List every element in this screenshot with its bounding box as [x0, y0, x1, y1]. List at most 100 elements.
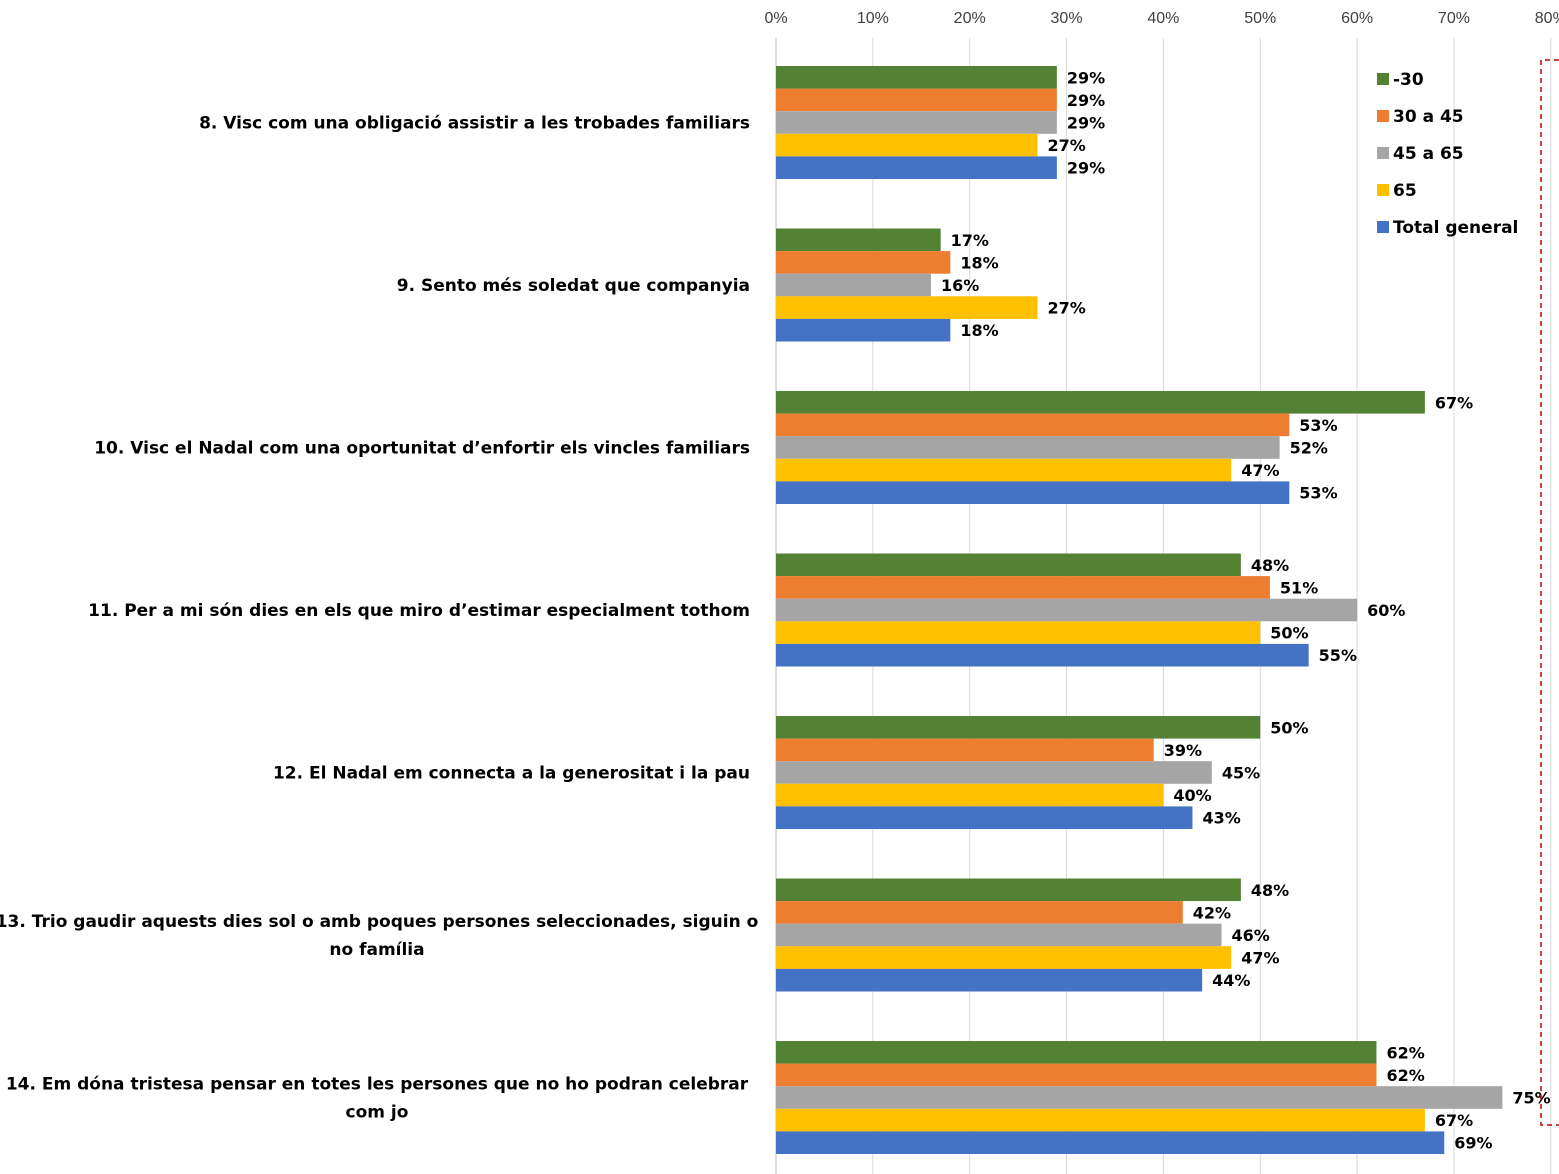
- x-tick-label: 0%: [764, 10, 787, 27]
- bar: [776, 923, 1222, 947]
- bar: [776, 156, 1057, 179]
- category-label: 10. Visc el Nadal com una oportunitat d’…: [94, 439, 750, 459]
- bar: [776, 88, 1057, 112]
- data-labels: 29% 29% 29% 27% 29% 17% 18% 16% 27% 18% 67% 53% 52% 4…: [941, 68, 1551, 1152]
- data-label: 27%: [1047, 136, 1085, 155]
- legend-swatch: [1377, 147, 1389, 159]
- bar: [776, 1041, 1377, 1064]
- category-label: com jo: [346, 1103, 409, 1123]
- category-label: 9. Sento més soledat que companyia: [397, 276, 750, 296]
- legend-label: 65: [1393, 181, 1417, 201]
- legend-label: 45 a 65: [1393, 144, 1464, 164]
- x-tick-label: 60%: [1341, 10, 1373, 27]
- data-label: 29%: [1067, 68, 1105, 87]
- data-label: 48%: [1251, 556, 1289, 575]
- x-tick-label: 10%: [857, 10, 889, 27]
- bar: [776, 738, 1154, 762]
- bar: [776, 1063, 1377, 1087]
- data-label: 39%: [1164, 741, 1202, 760]
- data-label: 67%: [1435, 393, 1473, 412]
- bar: [776, 878, 1241, 902]
- category-label: 14. Em dóna tristesa pensar en totes les…: [6, 1075, 749, 1095]
- data-label: 27%: [1047, 299, 1085, 318]
- bar: [776, 968, 1203, 992]
- bar: [776, 1131, 1445, 1154]
- x-tick-label: 30%: [1051, 10, 1083, 27]
- bar: [776, 133, 1038, 157]
- bar: [776, 1108, 1425, 1132]
- data-label: 50%: [1270, 624, 1308, 643]
- data-label: 62%: [1386, 1066, 1424, 1085]
- data-label: 18%: [960, 253, 998, 272]
- legend-label: -30: [1393, 70, 1424, 90]
- data-label: 60%: [1367, 601, 1405, 620]
- x-tick-label: 50%: [1244, 10, 1276, 27]
- legend-swatch: [1377, 221, 1389, 233]
- x-axis-ticks: 0% 10% 20% 30% 40% 50% 60% 70% 80%: [764, 10, 1559, 27]
- category-label: 12. El Nadal em connecta a la generosita…: [273, 764, 750, 784]
- data-label: 52%: [1290, 439, 1328, 458]
- data-label: 42%: [1193, 903, 1231, 922]
- legend-label: Total general: [1393, 218, 1518, 238]
- bar: [776, 481, 1290, 504]
- legend: -30 30 a 45 45 a 65 65 Total general: [1377, 70, 1518, 238]
- data-label: 40%: [1173, 786, 1211, 805]
- data-label: 67%: [1435, 1111, 1473, 1130]
- legend-swatch: [1377, 184, 1389, 196]
- bar: [776, 458, 1232, 482]
- bar: [776, 621, 1261, 644]
- data-label: 16%: [941, 276, 979, 295]
- category-label: 13. Trio gaudir aquests dies sol o amb p…: [0, 912, 758, 932]
- bars: [776, 66, 1503, 1154]
- data-label: 51%: [1280, 578, 1318, 597]
- bar: [776, 251, 951, 274]
- category-label: no família: [329, 940, 424, 960]
- x-tick-label: 70%: [1438, 10, 1470, 27]
- data-label: 44%: [1212, 971, 1250, 990]
- bar: [776, 716, 1261, 739]
- bar: [776, 761, 1212, 784]
- bar: [776, 318, 951, 342]
- bar: [776, 296, 1038, 319]
- decorations: [1540, 59, 1559, 1126]
- bar: [776, 598, 1358, 622]
- data-label: 43%: [1202, 809, 1240, 828]
- data-label: 17%: [951, 231, 989, 250]
- bar: [776, 806, 1193, 829]
- data-label: 29%: [1067, 159, 1105, 178]
- x-tick-label: 20%: [954, 10, 986, 27]
- legend-swatch: [1377, 73, 1389, 85]
- bar: [776, 553, 1241, 577]
- data-label: 75%: [1512, 1089, 1550, 1108]
- data-label: 29%: [1067, 91, 1105, 110]
- bar: [776, 111, 1057, 134]
- data-label: 48%: [1251, 881, 1289, 900]
- bar: [776, 228, 941, 252]
- data-label: 29%: [1067, 114, 1105, 133]
- data-label: 46%: [1232, 926, 1270, 945]
- data-label: 47%: [1241, 461, 1279, 480]
- bar: [776, 576, 1270, 599]
- bar: [776, 273, 931, 297]
- bar: [776, 783, 1164, 807]
- data-label: 50%: [1270, 718, 1308, 737]
- bar: [776, 1086, 1503, 1109]
- legend-label: 30 a 45: [1393, 107, 1464, 127]
- legend-swatch: [1377, 110, 1389, 122]
- data-label: 18%: [960, 321, 998, 340]
- data-label: 53%: [1299, 416, 1337, 435]
- bar: [776, 436, 1280, 459]
- bar: [776, 901, 1183, 924]
- category-labels: 8. Visc com una obligació assistir a les…: [0, 114, 758, 1123]
- bar: [776, 66, 1057, 89]
- x-tick-label: 80%: [1535, 10, 1559, 27]
- data-label: 45%: [1222, 764, 1260, 783]
- data-label: 69%: [1454, 1134, 1492, 1153]
- category-label: 11. Per a mi són dies en els que miro d’…: [88, 601, 750, 621]
- bar: [776, 413, 1290, 437]
- x-tick-label: 40%: [1147, 10, 1179, 27]
- bar: [776, 391, 1425, 414]
- data-label: 53%: [1299, 484, 1337, 503]
- data-label: 62%: [1386, 1043, 1424, 1062]
